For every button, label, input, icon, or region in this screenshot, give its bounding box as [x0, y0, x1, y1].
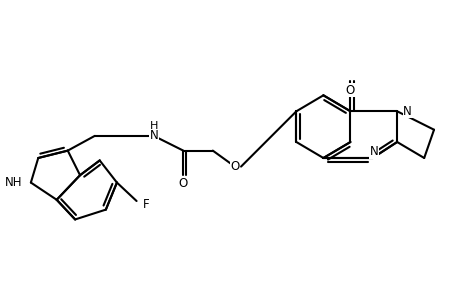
Text: O: O: [178, 177, 188, 190]
Text: O: O: [345, 84, 354, 97]
Text: O: O: [230, 160, 239, 173]
Text: N: N: [149, 129, 158, 142]
Text: N: N: [369, 145, 377, 158]
Text: H: H: [149, 121, 157, 131]
Text: F: F: [142, 198, 149, 211]
Text: N: N: [403, 105, 411, 118]
Text: NH: NH: [5, 176, 22, 189]
